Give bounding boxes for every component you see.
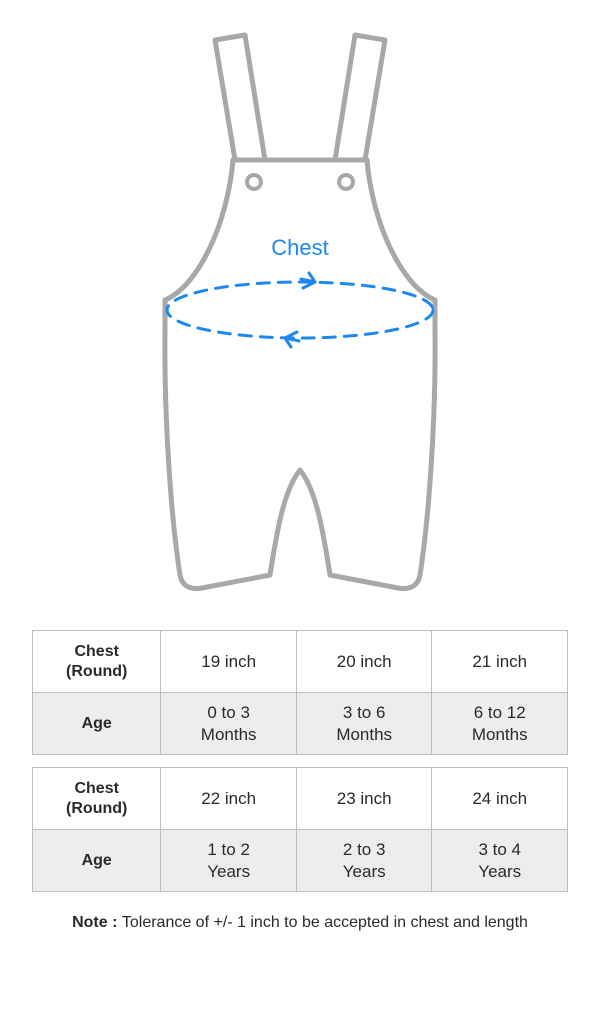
table-cell: 3 to 6Months [296, 693, 432, 755]
right-button-icon [339, 175, 353, 189]
size-table: Chest(Round)22 inch23 inch24 inchAge1 to… [32, 767, 568, 892]
size-tables: Chest(Round)19 inch20 inch21 inchAge0 to… [0, 630, 600, 892]
row-header: Chest(Round) [33, 768, 161, 830]
table-cell: 24 inch [432, 768, 568, 830]
arrow-right-icon [285, 332, 299, 347]
table-cell: 19 inch [161, 631, 297, 693]
row-header: Age [33, 830, 161, 892]
overalls-svg: Chest [120, 30, 480, 610]
overalls-outline [165, 160, 435, 589]
note-label: Note : [72, 914, 122, 931]
chest-label: Chest [271, 235, 328, 260]
table-cell: 2 to 3Years [296, 830, 432, 892]
table-row: Age0 to 3Months3 to 6Months6 to 12Months [33, 693, 568, 755]
table-cell: 23 inch [296, 768, 432, 830]
table-cell: 20 inch [296, 631, 432, 693]
size-table: Chest(Round)19 inch20 inch21 inchAge0 to… [32, 630, 568, 755]
table-cell: 0 to 3Months [161, 693, 297, 755]
row-header: Chest(Round) [33, 631, 161, 693]
table-row: Chest(Round)19 inch20 inch21 inch [33, 631, 568, 693]
garment-illustration: Chest [0, 0, 600, 630]
chest-measure-ellipse [167, 282, 433, 338]
left-strap [215, 35, 265, 160]
table-cell: 22 inch [161, 768, 297, 830]
left-button-icon [247, 175, 261, 189]
note-body: Tolerance of +/- 1 inch to be accepted i… [122, 914, 528, 931]
table-cell: 1 to 2Years [161, 830, 297, 892]
table-cell: 6 to 12Months [432, 693, 568, 755]
table-cell: 21 inch [432, 631, 568, 693]
table-row: Age1 to 2Years2 to 3Years3 to 4Years [33, 830, 568, 892]
row-header: Age [33, 693, 161, 755]
table-cell: 3 to 4Years [432, 830, 568, 892]
right-strap [335, 35, 385, 160]
note-text: Note : Tolerance of +/- 1 inch to be acc… [0, 904, 600, 934]
arrow-left-icon [301, 273, 315, 288]
table-row: Chest(Round)22 inch23 inch24 inch [33, 768, 568, 830]
